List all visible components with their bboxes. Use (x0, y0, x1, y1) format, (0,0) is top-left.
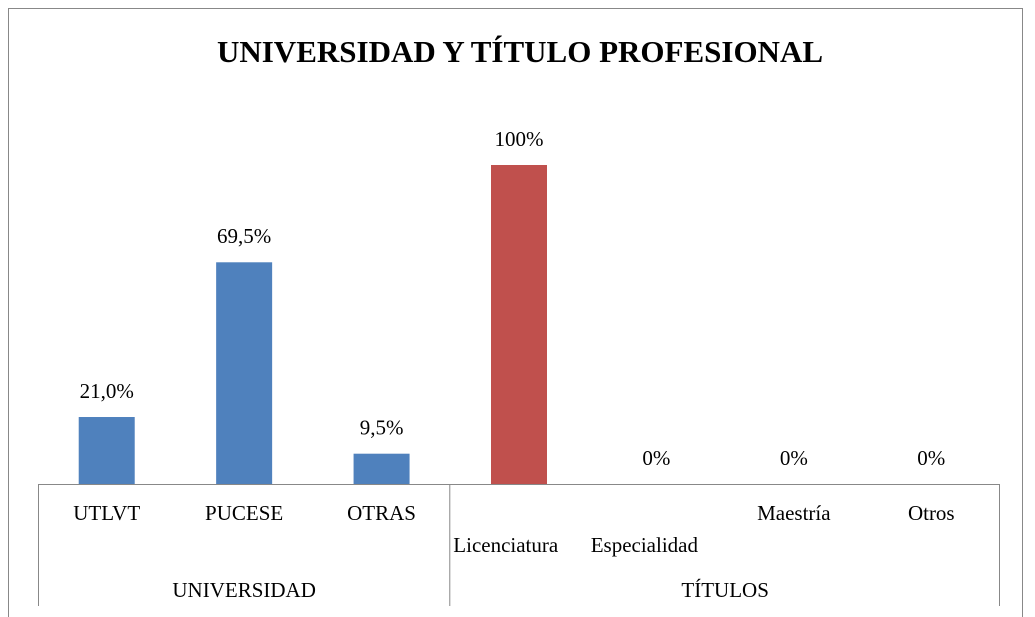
chart-border (8, 8, 1023, 617)
group-label: TÍTULOS (681, 578, 769, 602)
bar (353, 453, 410, 484)
x-tick-label: Licenciatura (453, 533, 559, 557)
x-tick-label: PUCESE (205, 501, 283, 525)
x-tick-label: Maestría (757, 501, 831, 525)
x-tick-label: OTRAS (347, 501, 416, 525)
value-label: 21,0% (80, 379, 134, 403)
value-label: 0% (642, 446, 670, 470)
bar (216, 262, 273, 484)
chart-title: UNIVERSIDAD Y TÍTULO PROFESIONAL (217, 34, 823, 69)
value-label: 0% (780, 446, 808, 470)
value-label: 9,5% (360, 416, 404, 440)
group-label: UNIVERSIDAD (172, 578, 316, 602)
value-label: 69,5% (217, 224, 271, 248)
x-tick-label: UTLVT (73, 501, 140, 525)
value-label: 100% (495, 127, 544, 151)
value-label: 0% (917, 446, 945, 470)
x-tick-label: Otros (908, 501, 955, 525)
x-tick-label: Especialidad (591, 533, 699, 557)
bar (78, 417, 135, 484)
bar (491, 165, 547, 484)
